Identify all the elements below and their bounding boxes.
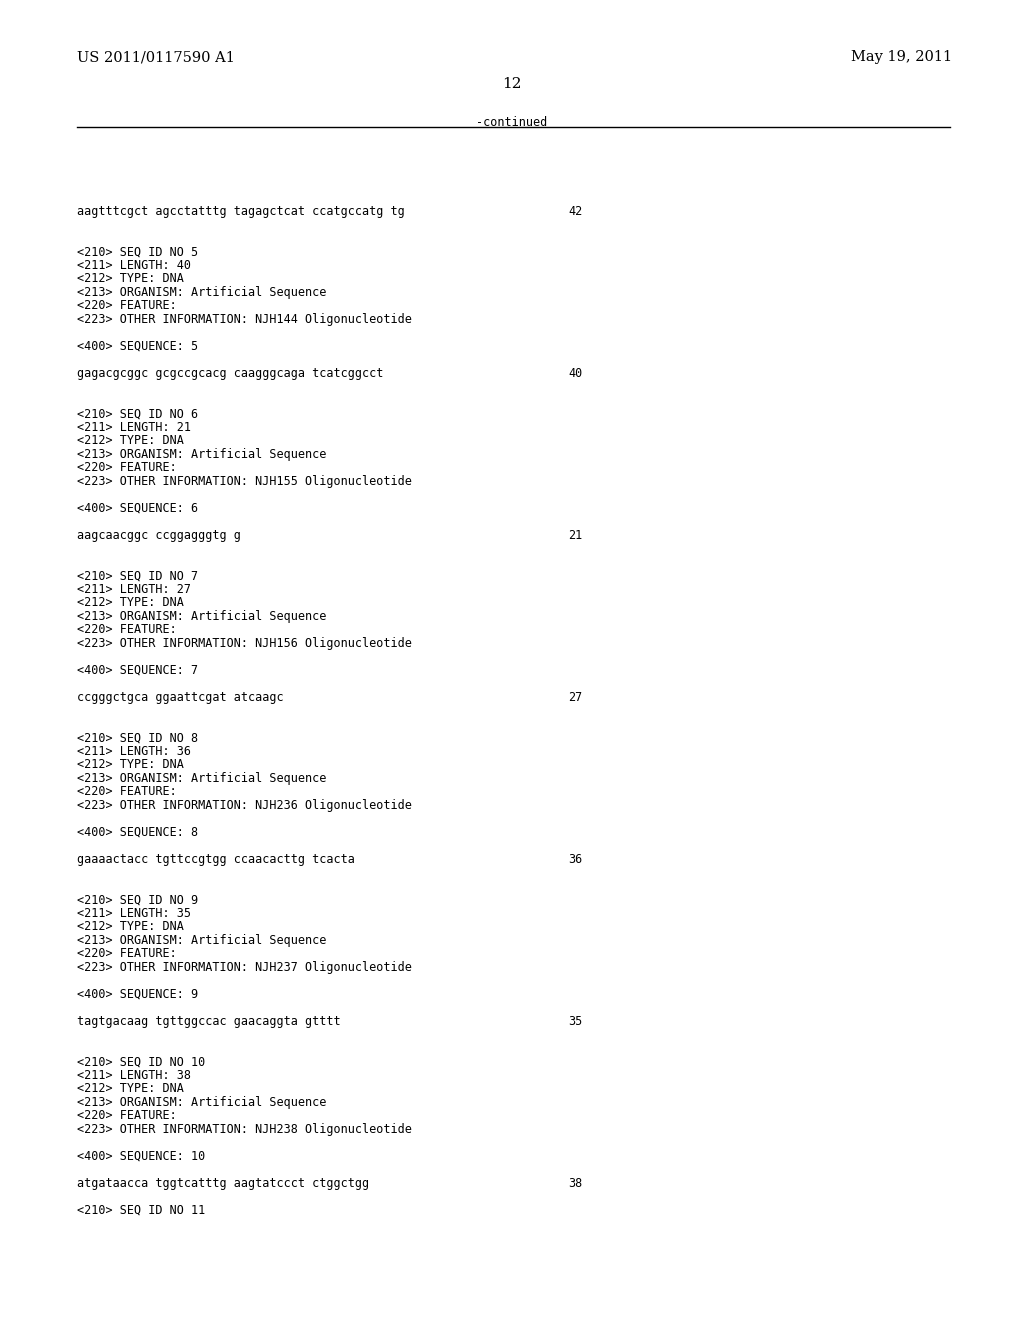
Text: <212> TYPE: DNA: <212> TYPE: DNA (77, 597, 183, 609)
Text: <213> ORGANISM: Artificial Sequence: <213> ORGANISM: Artificial Sequence (77, 1096, 327, 1109)
Text: gaaaactacc tgttccgtgg ccaacacttg tcacta: gaaaactacc tgttccgtgg ccaacacttg tcacta (77, 853, 354, 866)
Text: <213> ORGANISM: Artificial Sequence: <213> ORGANISM: Artificial Sequence (77, 447, 327, 461)
Text: <210> SEQ ID NO 10: <210> SEQ ID NO 10 (77, 1055, 205, 1068)
Text: <211> LENGTH: 27: <211> LENGTH: 27 (77, 582, 190, 595)
Text: ccgggctgca ggaattcgat atcaagc: ccgggctgca ggaattcgat atcaagc (77, 690, 284, 704)
Text: <213> ORGANISM: Artificial Sequence: <213> ORGANISM: Artificial Sequence (77, 610, 327, 623)
Text: <211> LENGTH: 35: <211> LENGTH: 35 (77, 907, 190, 920)
Text: <211> LENGTH: 38: <211> LENGTH: 38 (77, 1069, 190, 1081)
Text: aagtttcgct agcctatttg tagagctcat ccatgccatg tg: aagtttcgct agcctatttg tagagctcat ccatgcc… (77, 205, 404, 218)
Text: atgataacca tggtcatttg aagtatccct ctggctgg: atgataacca tggtcatttg aagtatccct ctggctg… (77, 1176, 369, 1189)
Text: <220> FEATURE:: <220> FEATURE: (77, 1109, 176, 1122)
Text: US 2011/0117590 A1: US 2011/0117590 A1 (77, 50, 234, 65)
Text: May 19, 2011: May 19, 2011 (851, 50, 952, 65)
Text: <212> TYPE: DNA: <212> TYPE: DNA (77, 920, 183, 933)
Text: <213> ORGANISM: Artificial Sequence: <213> ORGANISM: Artificial Sequence (77, 772, 327, 784)
Text: <212> TYPE: DNA: <212> TYPE: DNA (77, 272, 183, 285)
Text: <220> FEATURE:: <220> FEATURE: (77, 461, 176, 474)
Text: <211> LENGTH: 40: <211> LENGTH: 40 (77, 259, 190, 272)
Text: <223> OTHER INFORMATION: NJH156 Oligonucleotide: <223> OTHER INFORMATION: NJH156 Oligonuc… (77, 636, 412, 649)
Text: <223> OTHER INFORMATION: NJH238 Oligonucleotide: <223> OTHER INFORMATION: NJH238 Oligonuc… (77, 1122, 412, 1135)
Text: <220> FEATURE:: <220> FEATURE: (77, 623, 176, 636)
Text: <223> OTHER INFORMATION: NJH144 Oligonucleotide: <223> OTHER INFORMATION: NJH144 Oligonuc… (77, 313, 412, 326)
Text: <223> OTHER INFORMATION: NJH237 Oligonucleotide: <223> OTHER INFORMATION: NJH237 Oligonuc… (77, 961, 412, 974)
Text: <223> OTHER INFORMATION: NJH236 Oligonucleotide: <223> OTHER INFORMATION: NJH236 Oligonuc… (77, 799, 412, 812)
Text: <400> SEQUENCE: 10: <400> SEQUENCE: 10 (77, 1150, 205, 1163)
Text: <220> FEATURE:: <220> FEATURE: (77, 300, 176, 312)
Text: 12: 12 (502, 77, 522, 91)
Text: tagtgacaag tgttggccac gaacaggta gtttt: tagtgacaag tgttggccac gaacaggta gtttt (77, 1015, 340, 1027)
Text: <213> ORGANISM: Artificial Sequence: <213> ORGANISM: Artificial Sequence (77, 933, 327, 946)
Text: <220> FEATURE:: <220> FEATURE: (77, 785, 176, 799)
Text: <400> SEQUENCE: 7: <400> SEQUENCE: 7 (77, 664, 198, 677)
Text: -continued: -continued (476, 116, 548, 129)
Text: 42: 42 (568, 205, 583, 218)
Text: <400> SEQUENCE: 6: <400> SEQUENCE: 6 (77, 502, 198, 515)
Text: <400> SEQUENCE: 5: <400> SEQUENCE: 5 (77, 339, 198, 352)
Text: <210> SEQ ID NO 8: <210> SEQ ID NO 8 (77, 731, 198, 744)
Text: <400> SEQUENCE: 9: <400> SEQUENCE: 9 (77, 987, 198, 1001)
Text: <211> LENGTH: 21: <211> LENGTH: 21 (77, 421, 190, 433)
Text: 38: 38 (568, 1176, 583, 1189)
Text: aagcaacggc ccggagggtg g: aagcaacggc ccggagggtg g (77, 528, 241, 541)
Text: <212> TYPE: DNA: <212> TYPE: DNA (77, 758, 183, 771)
Text: 21: 21 (568, 528, 583, 541)
Text: 40: 40 (568, 367, 583, 380)
Text: <223> OTHER INFORMATION: NJH155 Oligonucleotide: <223> OTHER INFORMATION: NJH155 Oligonuc… (77, 475, 412, 487)
Text: <210> SEQ ID NO 11: <210> SEQ ID NO 11 (77, 1204, 205, 1217)
Text: gagacgcggc gcgccgcacg caagggcaga tcatcggcct: gagacgcggc gcgccgcacg caagggcaga tcatcgg… (77, 367, 383, 380)
Text: <213> ORGANISM: Artificial Sequence: <213> ORGANISM: Artificial Sequence (77, 285, 327, 298)
Text: <210> SEQ ID NO 9: <210> SEQ ID NO 9 (77, 894, 198, 906)
Text: <210> SEQ ID NO 5: <210> SEQ ID NO 5 (77, 246, 198, 259)
Text: <212> TYPE: DNA: <212> TYPE: DNA (77, 1082, 183, 1096)
Text: <400> SEQUENCE: 8: <400> SEQUENCE: 8 (77, 825, 198, 838)
Text: <210> SEQ ID NO 7: <210> SEQ ID NO 7 (77, 569, 198, 582)
Text: 36: 36 (568, 853, 583, 866)
Text: <220> FEATURE:: <220> FEATURE: (77, 948, 176, 960)
Text: 35: 35 (568, 1015, 583, 1027)
Text: <210> SEQ ID NO 6: <210> SEQ ID NO 6 (77, 407, 198, 420)
Text: <212> TYPE: DNA: <212> TYPE: DNA (77, 434, 183, 447)
Text: 27: 27 (568, 690, 583, 704)
Text: <211> LENGTH: 36: <211> LENGTH: 36 (77, 744, 190, 758)
